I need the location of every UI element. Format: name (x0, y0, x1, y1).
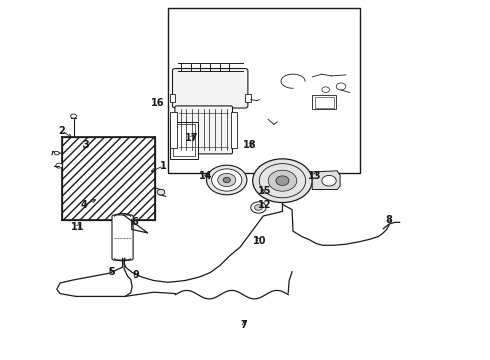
Text: 9: 9 (132, 270, 139, 280)
Text: 7: 7 (241, 320, 247, 330)
Circle shape (54, 152, 59, 155)
Bar (62, 136, 155, 220)
Text: 14: 14 (199, 171, 212, 181)
Text: 13: 13 (308, 171, 321, 181)
Text: 8: 8 (386, 215, 392, 225)
FancyBboxPatch shape (112, 215, 133, 260)
Bar (170, 112, 177, 148)
Circle shape (336, 83, 346, 90)
Bar (312, 95, 336, 109)
Bar (170, 122, 198, 159)
Circle shape (56, 163, 63, 168)
Circle shape (218, 173, 236, 187)
Text: 15: 15 (257, 186, 271, 196)
Text: 3: 3 (82, 140, 89, 150)
Circle shape (207, 165, 247, 195)
Circle shape (251, 202, 266, 213)
FancyBboxPatch shape (172, 68, 248, 108)
Circle shape (322, 87, 329, 93)
Text: 10: 10 (253, 236, 266, 246)
Bar (170, 94, 175, 102)
Text: 5: 5 (108, 267, 115, 277)
Circle shape (157, 189, 165, 195)
Text: 17: 17 (184, 133, 198, 143)
Circle shape (255, 205, 262, 210)
Circle shape (253, 159, 312, 203)
Circle shape (223, 177, 230, 183)
Bar (245, 94, 251, 102)
Bar (173, 124, 195, 156)
Text: 12: 12 (257, 200, 271, 210)
Bar (231, 112, 237, 148)
Circle shape (212, 169, 242, 191)
Circle shape (71, 114, 76, 118)
Polygon shape (312, 171, 340, 189)
Bar (168, 8, 360, 173)
Text: 1: 1 (160, 161, 167, 171)
FancyBboxPatch shape (175, 106, 233, 154)
Text: 6: 6 (131, 217, 138, 227)
Circle shape (276, 176, 289, 185)
Text: 2: 2 (58, 126, 65, 136)
Circle shape (268, 170, 297, 191)
Text: 4: 4 (81, 200, 88, 210)
Bar (315, 97, 334, 108)
Text: 11: 11 (71, 221, 85, 231)
Text: 18: 18 (243, 140, 257, 150)
Circle shape (322, 175, 336, 186)
Text: 16: 16 (151, 98, 164, 108)
